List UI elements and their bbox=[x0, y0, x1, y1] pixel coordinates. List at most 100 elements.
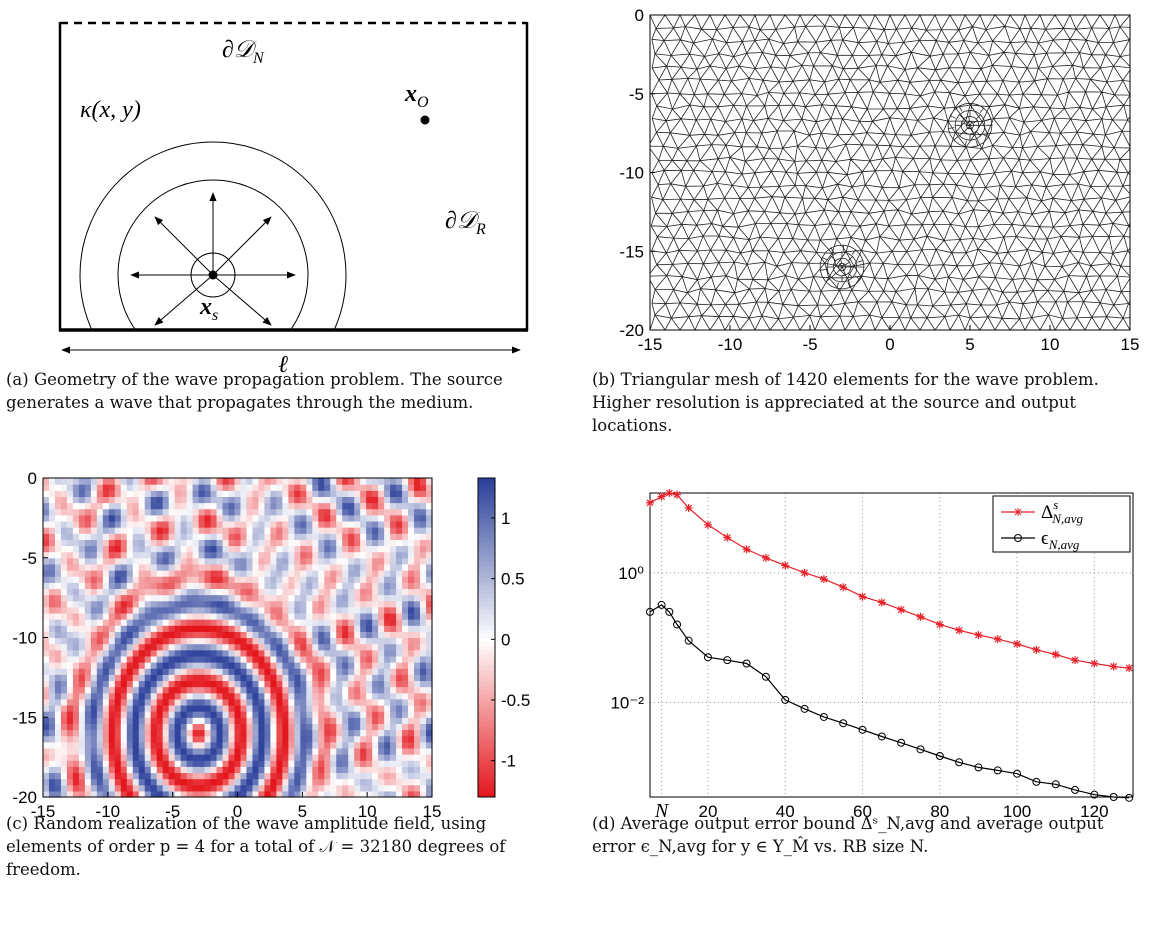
field-cell bbox=[390, 760, 397, 767]
field-cell bbox=[216, 686, 224, 694]
plot-frame bbox=[42, 477, 433, 798]
colorbar-cell bbox=[478, 645, 495, 650]
field-cell bbox=[342, 649, 349, 657]
field-cell bbox=[282, 692, 289, 700]
field-cell bbox=[396, 576, 403, 583]
field-cell bbox=[336, 747, 343, 755]
field-cell bbox=[354, 723, 361, 731]
field-cell bbox=[384, 686, 391, 694]
field-cell bbox=[360, 496, 367, 504]
field-cell bbox=[402, 668, 409, 675]
field-cell bbox=[372, 655, 379, 663]
legend-sup: s bbox=[1053, 497, 1058, 512]
field-cell bbox=[60, 496, 68, 504]
field-cell bbox=[270, 741, 277, 749]
field-cell bbox=[270, 612, 277, 620]
field-cell bbox=[144, 766, 152, 774]
field-cell bbox=[378, 570, 385, 577]
field-cell bbox=[408, 704, 415, 712]
field-cell bbox=[384, 704, 391, 712]
field-cell bbox=[84, 478, 92, 485]
field-cell bbox=[108, 790, 116, 798]
field-cell bbox=[162, 478, 170, 485]
field-cell bbox=[108, 478, 116, 485]
field-cell bbox=[330, 729, 337, 737]
field-cell bbox=[372, 790, 379, 798]
field-cell bbox=[126, 582, 134, 590]
field-cell bbox=[222, 668, 230, 675]
marker bbox=[723, 533, 732, 542]
field-cell bbox=[174, 527, 182, 534]
field-cell bbox=[222, 686, 230, 694]
field-cell bbox=[210, 539, 218, 547]
field-cell bbox=[378, 508, 385, 516]
field-cell bbox=[414, 704, 421, 712]
field-cell bbox=[276, 704, 283, 712]
field-cell bbox=[342, 784, 349, 792]
field-cell bbox=[114, 784, 122, 792]
field-cell bbox=[318, 643, 325, 651]
field-cell bbox=[372, 551, 379, 559]
field-cell bbox=[144, 600, 152, 608]
field-cell bbox=[348, 643, 355, 651]
field-cell bbox=[306, 582, 313, 590]
field-cell bbox=[294, 619, 301, 626]
field-cell bbox=[264, 502, 272, 510]
wave-ring bbox=[79, 141, 347, 330]
field-cell bbox=[150, 717, 158, 724]
field-cell bbox=[306, 760, 313, 767]
field-cell bbox=[90, 545, 98, 553]
field-cell bbox=[366, 490, 373, 497]
field-cell bbox=[282, 766, 289, 774]
output-point bbox=[420, 115, 430, 125]
field-cell bbox=[246, 563, 254, 571]
marker bbox=[1109, 662, 1118, 671]
field-cell bbox=[222, 520, 230, 528]
field-cell bbox=[192, 570, 200, 577]
field-cell bbox=[384, 600, 391, 608]
field-cell bbox=[366, 649, 373, 657]
field-cell bbox=[276, 735, 283, 743]
field-cell bbox=[120, 778, 128, 786]
field-cell bbox=[102, 668, 110, 675]
field-cell bbox=[204, 551, 212, 559]
field-cell bbox=[72, 619, 80, 626]
field-cell bbox=[372, 772, 379, 780]
field-cell bbox=[198, 655, 206, 663]
field-cell bbox=[180, 576, 188, 583]
field-cell bbox=[210, 649, 218, 657]
field-cell bbox=[72, 760, 80, 767]
field-cell bbox=[402, 649, 409, 657]
field-cell bbox=[138, 790, 146, 798]
field-cell bbox=[60, 619, 68, 626]
field-cell bbox=[330, 631, 337, 639]
field-cell bbox=[144, 668, 152, 675]
field-cell bbox=[264, 619, 272, 626]
field-cell bbox=[174, 649, 182, 657]
field-cell bbox=[84, 588, 92, 596]
field-cell bbox=[186, 619, 194, 626]
field-cell bbox=[90, 754, 98, 761]
field-cell bbox=[222, 533, 230, 540]
field-cell bbox=[240, 711, 248, 718]
field-cell bbox=[312, 698, 319, 706]
field-cell bbox=[300, 643, 307, 651]
field-cell bbox=[228, 484, 236, 491]
field-cell bbox=[330, 514, 337, 522]
field-cell bbox=[90, 539, 98, 547]
field-cell bbox=[168, 606, 176, 614]
field-cell bbox=[114, 790, 122, 798]
field-cell bbox=[222, 557, 230, 565]
field-cell bbox=[420, 502, 427, 510]
field-cell bbox=[348, 539, 355, 547]
field-cell bbox=[132, 490, 140, 497]
field-cell bbox=[270, 662, 277, 669]
field-cell bbox=[384, 625, 391, 632]
field-cell bbox=[426, 778, 433, 786]
field-cell bbox=[396, 478, 403, 485]
field-cell bbox=[114, 582, 122, 590]
field-cell bbox=[396, 533, 403, 540]
field-cell bbox=[390, 723, 397, 731]
field-cell bbox=[396, 655, 403, 663]
field-cell bbox=[192, 637, 200, 645]
